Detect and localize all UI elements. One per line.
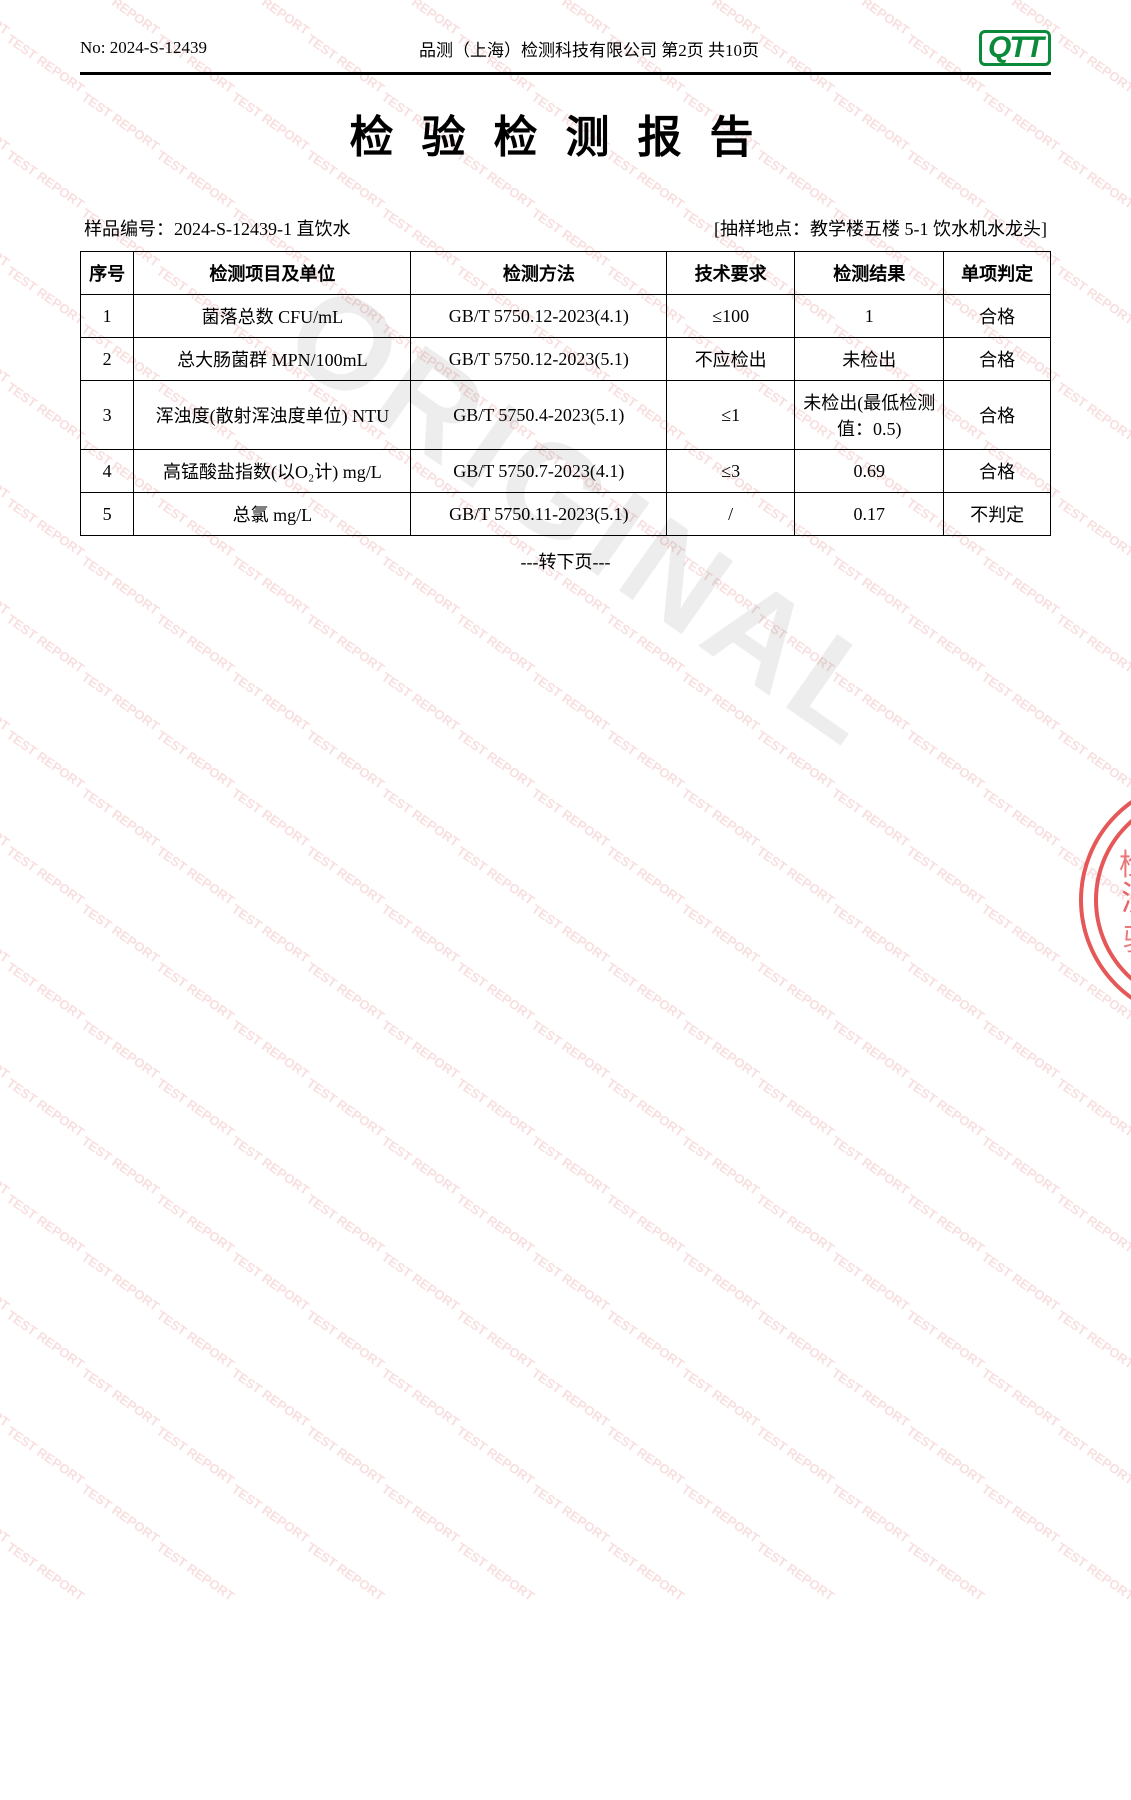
table-cell: 未检出(最低检测值：0.5)	[795, 381, 944, 450]
table-cell: 2	[81, 338, 134, 381]
col-header: 检测项目及单位	[134, 252, 411, 295]
table-cell: 菌落总数 CFU/mL	[134, 295, 411, 338]
table-cell: 3	[81, 381, 134, 450]
col-header: 检测结果	[795, 252, 944, 295]
col-header: 技术要求	[667, 252, 795, 295]
table-cell: GB/T 5750.4-2023(5.1)	[411, 381, 667, 450]
table-cell: 合格	[944, 450, 1051, 493]
table-row: 3浑浊度(散射浑浊度单位) NTUGB/T 5750.4-2023(5.1)≤1…	[81, 381, 1051, 450]
col-header: 序号	[81, 252, 134, 295]
table-cell: 5	[81, 493, 134, 536]
sample-meta: 样品编号：2024-S-12439-1 直饮水 [抽样地点：教学楼五楼 5-1 …	[80, 215, 1051, 241]
continue-marker: ---转下页---	[80, 548, 1051, 574]
table-cell: GB/T 5750.7-2023(4.1)	[411, 450, 667, 493]
doc-number: No: 2024-S-12439	[80, 38, 207, 58]
table-cell: 1	[81, 295, 134, 338]
table-cell: /	[667, 493, 795, 536]
table-row: 1菌落总数 CFU/mLGB/T 5750.12-2023(4.1)≤1001合…	[81, 295, 1051, 338]
table-cell: 浑浊度(散射浑浊度单位) NTU	[134, 381, 411, 450]
col-header: 单项判定	[944, 252, 1051, 295]
table-cell: 1	[795, 295, 944, 338]
table-row: 5总氯 mg/LGB/T 5750.11-2023(5.1)/0.17不判定	[81, 493, 1051, 536]
results-table: 序号 检测项目及单位 检测方法 技术要求 检测结果 单项判定 1菌落总数 CFU…	[80, 251, 1051, 536]
sample-label: 样品编号：	[84, 219, 174, 239]
svg-text:测: 测	[1121, 881, 1131, 918]
table-cell: 未检出	[795, 338, 944, 381]
location-value: 教学楼五楼 5-1 饮水机水龙头]	[810, 219, 1047, 239]
table-row: 2总大肠菌群 MPN/100mLGB/T 5750.12-2023(5.1)不应…	[81, 338, 1051, 381]
table-cell: GB/T 5750.12-2023(4.1)	[411, 295, 667, 338]
table-row: 4高锰酸盐指数(以O₂计) mg/LGB/T 5750.7-2023(4.1)≤…	[81, 450, 1051, 493]
table-cell: 合格	[944, 381, 1051, 450]
logo: QTT	[979, 30, 1051, 66]
page-header: No: 2024-S-12439 品测（上海）检测科技有限公司 第2页 共10页…	[80, 30, 1051, 72]
company-page: 品测（上海）检测科技有限公司 第2页 共10页	[207, 36, 971, 61]
doc-no-label: No:	[80, 38, 106, 57]
table-cell: 不判定	[944, 493, 1051, 536]
table-cell: GB/T 5750.12-2023(5.1)	[411, 338, 667, 381]
table-cell: 0.69	[795, 450, 944, 493]
table-cell: 0.17	[795, 493, 944, 536]
red-stamp-partial: 测 检 验	[1041, 760, 1131, 1040]
table-cell: 总大肠菌群 MPN/100mL	[134, 338, 411, 381]
location-label: [抽样地点：	[714, 219, 810, 239]
table-cell: 4	[81, 450, 134, 493]
table-cell: ≤3	[667, 450, 795, 493]
doc-no-value: 2024-S-12439	[110, 38, 207, 57]
table-cell: 总氯 mg/L	[134, 493, 411, 536]
col-header: 检测方法	[411, 252, 667, 295]
table-cell: GB/T 5750.11-2023(5.1)	[411, 493, 667, 536]
table-cell: ≤100	[667, 295, 795, 338]
table-cell: 合格	[944, 295, 1051, 338]
svg-text:验: 验	[1123, 924, 1131, 957]
table-cell: 合格	[944, 338, 1051, 381]
table-cell: ≤1	[667, 381, 795, 450]
table-header-row: 序号 检测项目及单位 检测方法 技术要求 检测结果 单项判定	[81, 252, 1051, 295]
sample-no: 2024-S-12439-1 直饮水	[174, 219, 351, 239]
report-title: 检验检测报告	[80, 101, 1051, 165]
header-divider	[80, 72, 1051, 75]
table-cell: 高锰酸盐指数(以O₂计) mg/L	[134, 450, 411, 493]
svg-text:检: 检	[1119, 849, 1131, 882]
table-cell: 不应检出	[667, 338, 795, 381]
